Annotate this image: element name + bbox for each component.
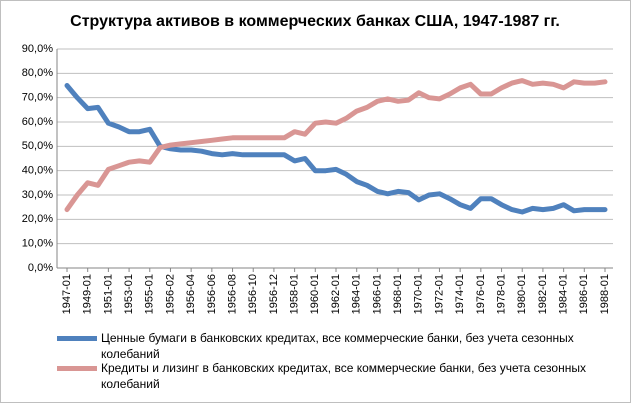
x-tick-label: 1951-01 bbox=[102, 274, 114, 314]
series-line bbox=[64, 83, 608, 215]
legend-label: Кредиты и лизинг в банковских кредитах, … bbox=[101, 361, 586, 391]
x-tick-label: 1964-01 bbox=[351, 274, 363, 314]
x-tick-label: 1988-01 bbox=[599, 274, 611, 314]
x-tick-label: 1966-01 bbox=[371, 274, 383, 314]
x-tick-label: 1956-10 bbox=[247, 274, 259, 314]
x-tick-label: 1947-01 bbox=[61, 274, 73, 314]
x-tick-label: 1978-01 bbox=[495, 274, 507, 314]
x-tick-label: 1970-01 bbox=[413, 274, 425, 314]
x-tick-label: 1956-02 bbox=[164, 274, 176, 314]
y-tick-label: 30,0% bbox=[22, 189, 53, 201]
x-tick-label: 1972-01 bbox=[433, 274, 445, 314]
x-tick-label: 1956-06 bbox=[206, 274, 218, 314]
x-tick-label: 1953-01 bbox=[123, 274, 135, 314]
x-tick-label: 1960-01 bbox=[309, 274, 321, 314]
x-tick-label: 1982-01 bbox=[537, 274, 549, 314]
y-tick-label: 10,0% bbox=[22, 238, 53, 250]
x-tick-label: 1986-01 bbox=[578, 274, 590, 314]
y-tick-label: 60,0% bbox=[22, 116, 53, 128]
y-tick-label: 0,0% bbox=[28, 262, 53, 274]
chart-title: Структура активов в коммерческих банках … bbox=[70, 13, 560, 30]
series-line bbox=[64, 78, 608, 213]
y-tick-label: 50,0% bbox=[22, 140, 53, 152]
legend-item: Кредиты и лизинг в банковских кредитах, … bbox=[57, 360, 617, 392]
legend-swatch bbox=[57, 336, 97, 341]
x-tick-label: 1968-01 bbox=[392, 274, 404, 314]
legend-item: Ценные бумаги в банковских кредитах, все… bbox=[57, 330, 617, 362]
x-tick-label: 1974-01 bbox=[454, 274, 466, 314]
x-tick-label: 1949-01 bbox=[82, 274, 94, 314]
x-tick-label: 1958-01 bbox=[289, 274, 301, 314]
legend-swatch bbox=[57, 366, 97, 371]
x-tick-label: 1956-04 bbox=[185, 274, 197, 314]
legend-label: Ценные бумаги в банковских кредитах, все… bbox=[101, 331, 574, 361]
x-tick-label: 1976-01 bbox=[475, 274, 487, 314]
x-tick-label: 1956-08 bbox=[226, 274, 238, 314]
y-tick-label: 20,0% bbox=[22, 213, 53, 225]
x-tick-label: 1980-01 bbox=[516, 274, 528, 314]
y-tick-label: 90,0% bbox=[22, 43, 53, 55]
x-tick-label: 1984-01 bbox=[558, 274, 570, 314]
y-tick-label: 80,0% bbox=[22, 67, 53, 79]
y-tick-label: 70,0% bbox=[22, 92, 53, 104]
x-tick-label: 1955-01 bbox=[144, 274, 156, 314]
y-tick-label: 40,0% bbox=[22, 165, 53, 177]
x-tick-label: 1962-01 bbox=[330, 274, 342, 314]
x-tick-label: 1956-12 bbox=[268, 274, 280, 314]
